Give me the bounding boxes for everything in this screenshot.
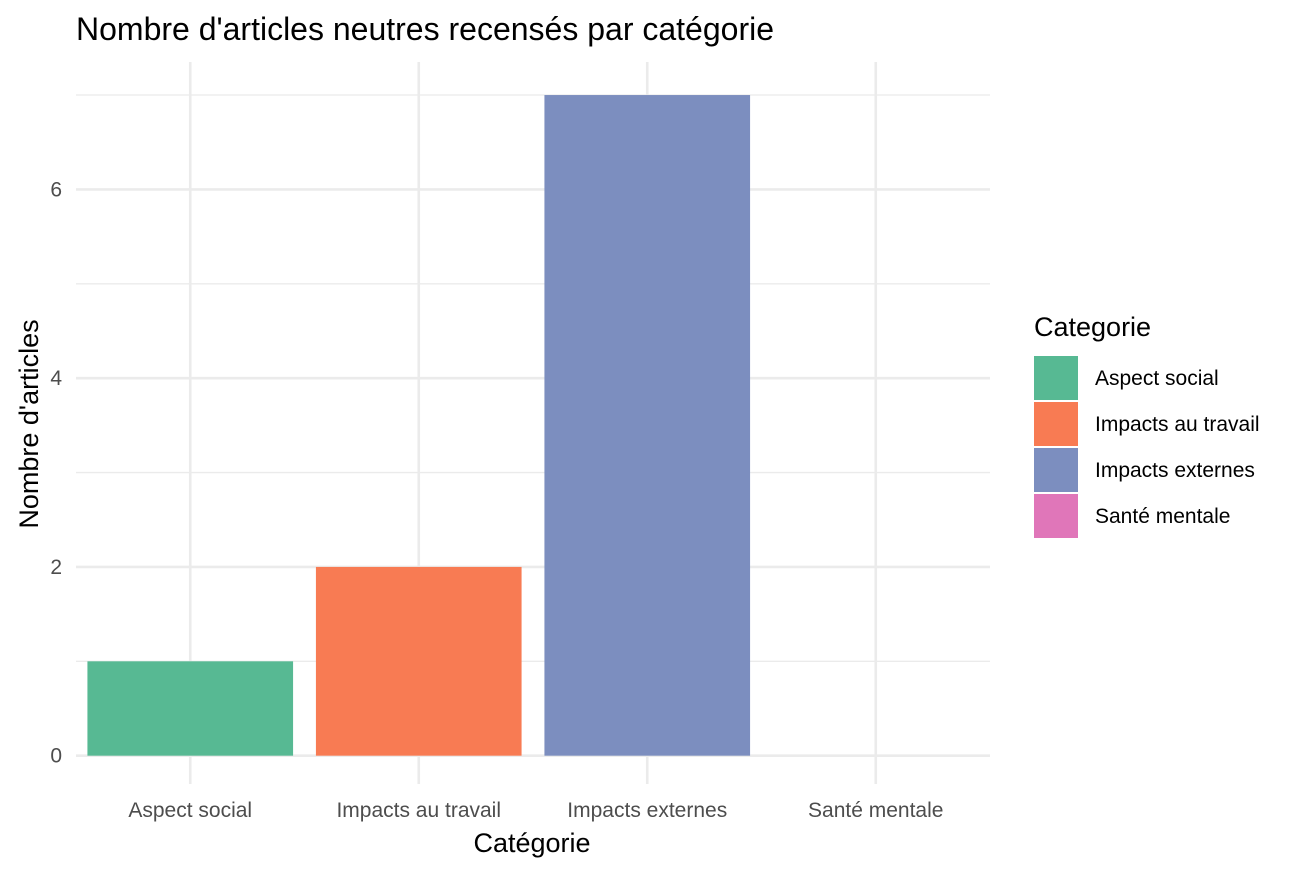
- legend-key-0: [1034, 356, 1078, 400]
- bar-0: [87, 661, 294, 756]
- y-tick-label: 6: [50, 178, 62, 201]
- legend-title: Categorie: [1034, 312, 1151, 342]
- x-tick-label: Impacts au travail: [336, 799, 501, 822]
- legend: Categorie Aspect social Impacts au travai…: [1034, 312, 1260, 538]
- legend-entries: Aspect social Impacts au travail Impacts e…: [1034, 356, 1260, 538]
- legend-key-3: [1034, 494, 1078, 538]
- legend-key-1: [1034, 402, 1078, 446]
- x-tick-label: Aspect social: [128, 799, 252, 822]
- legend-label: Aspect social: [1095, 367, 1219, 390]
- bars: [87, 95, 751, 756]
- chart-title: Nombre d'articles neutres recensés par c…: [76, 11, 774, 47]
- bar-2: [544, 95, 751, 756]
- y-axis-title: Nombre d'articles: [14, 319, 44, 528]
- legend-label: Impacts externes: [1095, 459, 1255, 482]
- y-tick-label: 0: [50, 745, 62, 768]
- x-tick-label: Impacts externes: [567, 799, 727, 822]
- legend-key-2: [1034, 448, 1078, 492]
- x-tick-label: Santé mentale: [808, 799, 943, 822]
- x-axis-tick-labels: Aspect social Impacts au travail Impacts e…: [128, 799, 943, 822]
- y-tick-label: 4: [50, 367, 62, 390]
- legend-label: Santé mentale: [1095, 505, 1230, 528]
- x-axis-title: Catégorie: [473, 828, 590, 858]
- y-axis-tick-labels: 0 2 4 6: [50, 178, 62, 767]
- y-tick-label: 2: [50, 556, 62, 579]
- legend-label: Impacts au travail: [1095, 413, 1260, 436]
- bar-1: [315, 566, 522, 756]
